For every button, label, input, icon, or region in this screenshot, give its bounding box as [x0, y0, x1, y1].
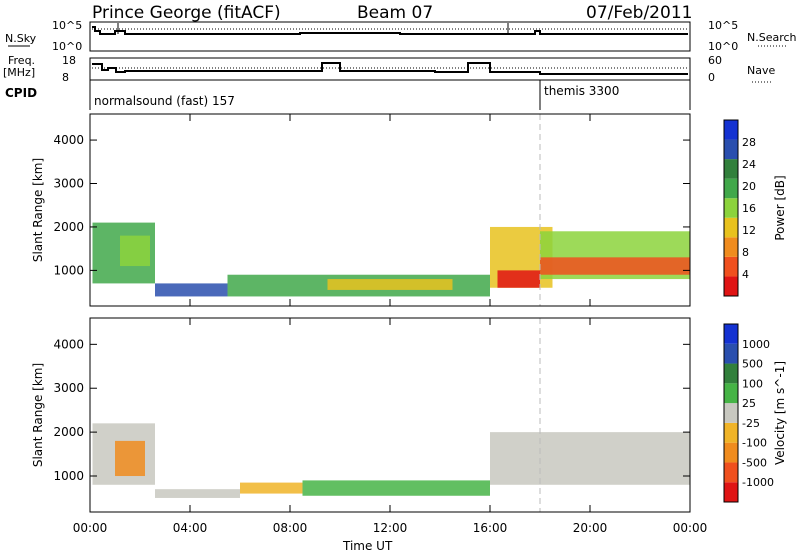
colorbar-swatch [724, 422, 738, 443]
power-panel: 4000 3000 2000 1000 Slant Range [km] 28 24 20 16… [31, 113, 787, 307]
y-tick-label: 2000 [53, 220, 84, 234]
nave-tick-top: 60 [708, 54, 722, 67]
nsky-trace [92, 26, 688, 35]
y-axis-title: Slant Range [km] [31, 363, 45, 467]
station-title: Prince George (fitACF) [92, 3, 281, 23]
nsearch-label: N.Search [747, 31, 797, 44]
colorbar-tick-label: 100 [742, 377, 763, 390]
colorbar-swatch [724, 462, 738, 483]
heatmap-cell [240, 482, 303, 494]
colorbar-tick-label: 8 [742, 246, 749, 259]
colorbar-swatch [724, 343, 738, 364]
heatmap-cell [497, 270, 540, 288]
colorbar-swatch [724, 324, 738, 344]
heatmap-cell [115, 440, 145, 477]
freq-tick-top: 18 [62, 54, 76, 67]
heatmap-cell [490, 432, 690, 485]
heatmap-cell [155, 283, 228, 297]
time-axis: 00:00 04:00 08:00 12:00 16:00 20:00 00:00 [73, 521, 708, 535]
x-tick-label: 16:00 [473, 521, 508, 535]
colorbar-tick-label: -1000 [742, 476, 774, 489]
colorbar-tick-label: -25 [742, 417, 760, 430]
nave-tick-bottom: 0 [708, 71, 715, 84]
x-tick-label: 20:00 [573, 521, 608, 535]
colorbar-tick-label: 4 [742, 268, 749, 281]
x-tick-label: 00:00 [73, 521, 108, 535]
date-title: 07/Feb/2011 [586, 3, 692, 23]
colorbar-tick-label: 25 [742, 397, 756, 410]
colorbar-swatch [724, 217, 738, 238]
colorbar-swatch [724, 198, 738, 218]
colorbar-frame [723, 119, 739, 297]
colorbar-swatch [724, 139, 738, 160]
y-tick-label: 1000 [53, 263, 84, 277]
nsearch-tick-bottom: 10^0 [708, 40, 738, 53]
colorbar-swatch [724, 403, 738, 423]
colorbar-tick-label: 16 [742, 202, 756, 215]
heatmap-cell [302, 480, 490, 496]
x-tick-label: 04:00 [173, 521, 208, 535]
nsearch-tick-top: 10^5 [708, 19, 738, 32]
heatmap-cell [327, 279, 453, 290]
heatmap-cell [120, 235, 150, 267]
colorbar-swatch [724, 363, 738, 384]
y-axis-title: Slant Range [km] [31, 158, 45, 262]
freq-tick-bottom: 8 [62, 71, 69, 84]
x-tick-label: 12:00 [373, 521, 408, 535]
colorbar-swatch [724, 482, 738, 502]
colorbar-tick-label: 1000 [742, 338, 770, 351]
colorbar-swatch [724, 383, 738, 404]
colorbar-swatch [724, 178, 738, 199]
colorbar-swatch [724, 237, 738, 257]
colorbar-tick-label: 500 [742, 358, 763, 371]
y-tick-label: 3000 [53, 177, 84, 191]
nsky-strip-frame [89, 21, 691, 52]
colorbar-swatch [724, 120, 738, 140]
y-tick-label: 3000 [53, 381, 84, 395]
cpid-segment-2: themis 3300 [544, 84, 619, 98]
heatmap-cell [155, 489, 240, 498]
y-tick-label: 2000 [53, 425, 84, 439]
freq-trace [92, 62, 688, 75]
colorbar-swatch [724, 276, 738, 296]
freq-strip-frame [89, 57, 691, 81]
colorbar-tick-label: 12 [742, 224, 756, 237]
nsky-tick-top: 10^5 [52, 19, 82, 32]
nsky-label: N.Sky [5, 32, 37, 45]
x-tick-label: 00:00 [673, 521, 708, 535]
beam-title: Beam 07 [357, 3, 433, 23]
colorbar-swatch [724, 442, 738, 463]
x-axis-title: Time UT [342, 539, 393, 553]
velocity-panel: 4000 3000 2000 1000 Slant Range [km] 1000 500 1… [31, 317, 787, 513]
colorbar-tick-label: 24 [742, 158, 756, 171]
cpid-segment-1: normalsound (fast) 157 [94, 94, 235, 108]
x-tick-label: 08:00 [273, 521, 308, 535]
nave-label: Nave [747, 64, 775, 77]
freq-label: Freq. [8, 54, 35, 67]
colorbar-frame [723, 323, 739, 503]
heatmap-cell [540, 257, 690, 275]
colorbar-tick-label: -100 [742, 437, 767, 450]
colorbar-tick-label: 20 [742, 180, 756, 193]
nsky-tick-bottom: 10^0 [52, 40, 82, 53]
freq-unit: [MHz] [3, 66, 35, 79]
y-tick-label: 1000 [53, 469, 84, 483]
colorbar-swatch [724, 159, 738, 179]
colorbar-title: Power [dB] [773, 175, 787, 240]
cpid-label: CPID [5, 86, 37, 100]
y-tick-label: 4000 [53, 133, 84, 147]
colorbar-title: Velocity [m s^-1] [773, 361, 787, 465]
colorbar-tick-label: 28 [742, 136, 756, 149]
colorbar-swatch [724, 256, 738, 277]
y-tick-label: 4000 [53, 337, 84, 351]
colorbar-tick-label: -500 [742, 456, 767, 469]
